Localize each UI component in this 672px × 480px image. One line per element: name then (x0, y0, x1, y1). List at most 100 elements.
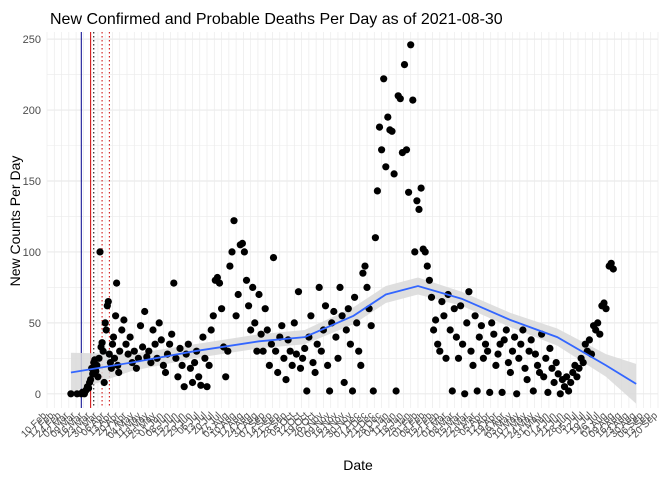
data-point (575, 364, 583, 372)
data-point (139, 343, 147, 351)
smooth-line (70, 285, 637, 385)
data-point (579, 359, 587, 367)
y-tick-label: 250 (23, 34, 41, 46)
data-point (313, 340, 321, 348)
data-point (533, 361, 542, 369)
data-point (96, 248, 104, 256)
data-point (463, 319, 471, 327)
data-point (280, 354, 288, 362)
y-tick-label: 150 (23, 176, 41, 188)
data-point (159, 361, 167, 369)
data-point (402, 146, 411, 154)
data-point (230, 217, 238, 225)
data-point (546, 344, 554, 352)
data-point (151, 340, 159, 348)
data-point (245, 302, 253, 310)
data-point (336, 283, 344, 291)
data-point (486, 388, 494, 396)
chart-title: New Confirmed and Probable Deaths Per Da… (50, 11, 503, 28)
data-point (407, 41, 415, 49)
data-point (155, 319, 163, 327)
data-point (392, 387, 400, 395)
data-point (490, 330, 498, 338)
data-point (344, 305, 352, 313)
data-point (186, 364, 194, 372)
data-point (432, 316, 440, 324)
data-point (224, 347, 232, 355)
data-point (118, 326, 126, 334)
confidence-band-area (70, 277, 637, 404)
data-point (141, 307, 149, 316)
data-point (321, 302, 330, 310)
y-ticks: 0 50 100 150 200 250 (23, 34, 41, 401)
data-point (180, 383, 188, 391)
data-point (67, 390, 75, 398)
data-point (502, 326, 510, 334)
data-point (544, 388, 552, 396)
data-point (110, 354, 119, 362)
data-point (594, 319, 602, 327)
data-point (527, 336, 535, 344)
data-point (95, 354, 103, 362)
data-point (112, 312, 120, 320)
data-point (242, 276, 251, 284)
data-point (556, 390, 564, 398)
data-point (274, 368, 282, 377)
data-point (315, 283, 323, 291)
data-point (102, 326, 110, 334)
data-point (411, 248, 419, 256)
data-point (288, 361, 296, 369)
data-point (240, 248, 248, 256)
data-point (500, 336, 508, 344)
data-point (197, 381, 205, 389)
data-point (548, 364, 556, 372)
data-point (161, 368, 170, 377)
data-point (332, 333, 340, 341)
data-point (209, 312, 217, 320)
data-point (257, 330, 265, 338)
data-point (475, 333, 483, 341)
data-point (513, 390, 521, 398)
data-point (446, 326, 454, 334)
data-point (201, 354, 209, 362)
data-point (400, 61, 409, 69)
data-point (101, 319, 109, 327)
data-point (170, 279, 178, 287)
data-point (465, 288, 473, 296)
data-point (405, 188, 413, 196)
data-point (334, 354, 342, 362)
data-point (184, 340, 192, 348)
data-point (515, 354, 523, 362)
data-point (253, 347, 261, 355)
data-point (120, 316, 128, 324)
data-point (448, 387, 456, 395)
data-point (373, 187, 381, 195)
data-point (510, 333, 519, 341)
y-axis-title: New Counts Per Day (7, 156, 23, 287)
data-point (396, 95, 404, 103)
data-point (348, 387, 357, 395)
data-point (232, 312, 240, 320)
data-point (205, 361, 213, 369)
data-point (600, 299, 608, 307)
data-point (132, 364, 140, 372)
data-point (272, 347, 280, 355)
data-point (415, 205, 423, 213)
data-point (303, 387, 311, 395)
data-point (255, 290, 263, 299)
data-point (450, 305, 458, 313)
data-point (168, 330, 176, 338)
data-point (195, 373, 203, 381)
data-point (226, 262, 234, 270)
data-point (367, 322, 375, 330)
data-point (609, 265, 617, 273)
grid (46, 32, 659, 408)
y-tick-label: 100 (23, 247, 41, 259)
data-point (427, 293, 436, 301)
data-point (207, 326, 215, 334)
data-point (602, 305, 610, 313)
data-point (481, 340, 490, 348)
